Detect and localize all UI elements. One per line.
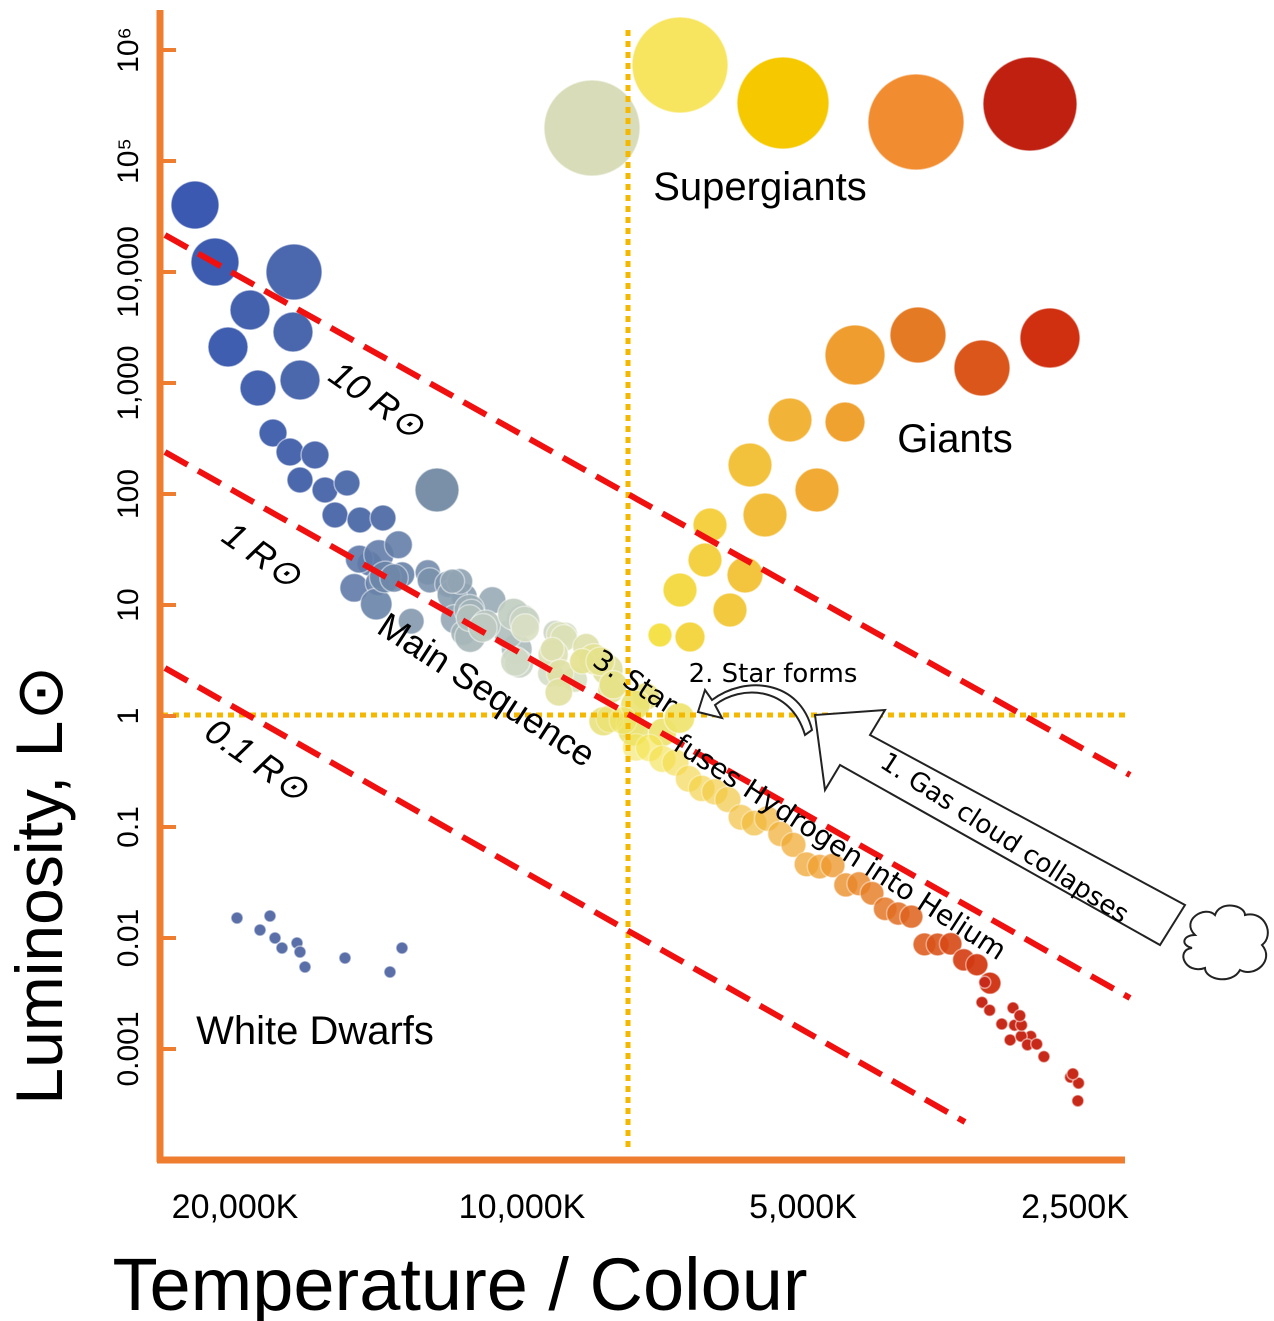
star [675, 622, 705, 652]
star [339, 952, 351, 964]
star [396, 942, 408, 954]
star [301, 441, 329, 469]
star [825, 402, 865, 442]
y-tick-label: 1,000 [112, 345, 145, 420]
star [334, 470, 360, 496]
star [540, 637, 564, 661]
y-tick-label: 10 [112, 588, 145, 621]
star [276, 942, 288, 954]
y-axis-title: Luminosity, L⊙ [2, 665, 76, 1104]
group-label: Supergiants [653, 165, 866, 209]
star [370, 505, 396, 531]
star [768, 398, 812, 442]
group-label: Giants [897, 417, 1013, 461]
star [231, 912, 243, 924]
star [632, 17, 728, 113]
star [979, 976, 991, 988]
star [954, 340, 1010, 396]
star [996, 1018, 1008, 1030]
star [299, 961, 311, 973]
star [208, 327, 248, 367]
y-tick-label: 0.1 [112, 806, 145, 848]
star [230, 290, 270, 330]
y-tick-label: 0.001 [112, 1011, 145, 1086]
y-tick-label: 10⁵ [112, 138, 145, 184]
stage-label: 2. Star forms [689, 659, 858, 689]
star [171, 181, 219, 229]
star [1031, 1038, 1043, 1050]
star [240, 370, 276, 406]
star [384, 966, 396, 978]
x-ticks: 20,000K 10,000K 5,000K 2,500K [172, 1188, 1130, 1226]
star [795, 468, 839, 512]
star [825, 325, 885, 385]
y-tick-label: 0.01 [112, 909, 145, 967]
y-tick-label: 1 [112, 708, 145, 725]
star [266, 244, 322, 300]
star [544, 80, 640, 176]
star [1072, 1095, 1084, 1107]
star [511, 614, 539, 642]
star [1038, 1051, 1050, 1063]
star [1020, 308, 1080, 368]
star [440, 569, 464, 593]
star [890, 307, 946, 363]
gas-cloud [1183, 906, 1268, 980]
y-tick-label: 100 [112, 469, 145, 519]
radius-label: 0.1 R⊙ [198, 710, 317, 811]
y-tick-label: 10⁶ [112, 27, 145, 73]
star [264, 910, 276, 922]
star [1004, 1034, 1016, 1046]
star [280, 360, 320, 400]
star [273, 312, 313, 352]
star [1067, 1068, 1079, 1080]
star [713, 593, 747, 627]
star [983, 57, 1077, 151]
x-axis-title: Temperature / Colour [112, 1243, 807, 1321]
star [737, 57, 829, 149]
y-tick-label: 10,000 [112, 226, 145, 318]
radius-label: 10 R⊙ [322, 353, 433, 448]
star [415, 468, 459, 512]
star [743, 493, 787, 537]
star [663, 573, 697, 607]
y-ticks: 10⁶ 10⁵ 10,000 1,000 100 10 1 0.1 0.01 0.001 [112, 27, 176, 1086]
x-tick-label: 5,000K [749, 1188, 857, 1226]
x-tick-label: 10,000K [459, 1188, 586, 1226]
star [648, 623, 672, 647]
star [728, 443, 772, 487]
group-label: White Dwarfs [196, 1009, 434, 1053]
star [1014, 1010, 1026, 1022]
star [868, 74, 964, 170]
radius-line [165, 452, 1130, 998]
star [254, 924, 266, 936]
star [276, 438, 304, 466]
star [294, 946, 306, 958]
star [609, 707, 637, 735]
star [688, 543, 722, 577]
radius-label: 1 R⊙ [215, 513, 310, 596]
form-arrow [698, 685, 812, 735]
hr-diagram: 10⁶ 10⁵ 10,000 1,000 100 10 1 0.1 0.01 0.001 20,0… [0, 0, 1274, 1321]
star [384, 531, 412, 559]
star [347, 507, 373, 533]
star [984, 1004, 996, 1016]
star [322, 502, 348, 528]
star [287, 467, 313, 493]
x-tick-label: 2,500K [1021, 1188, 1129, 1226]
x-tick-label: 20,000K [172, 1188, 299, 1226]
